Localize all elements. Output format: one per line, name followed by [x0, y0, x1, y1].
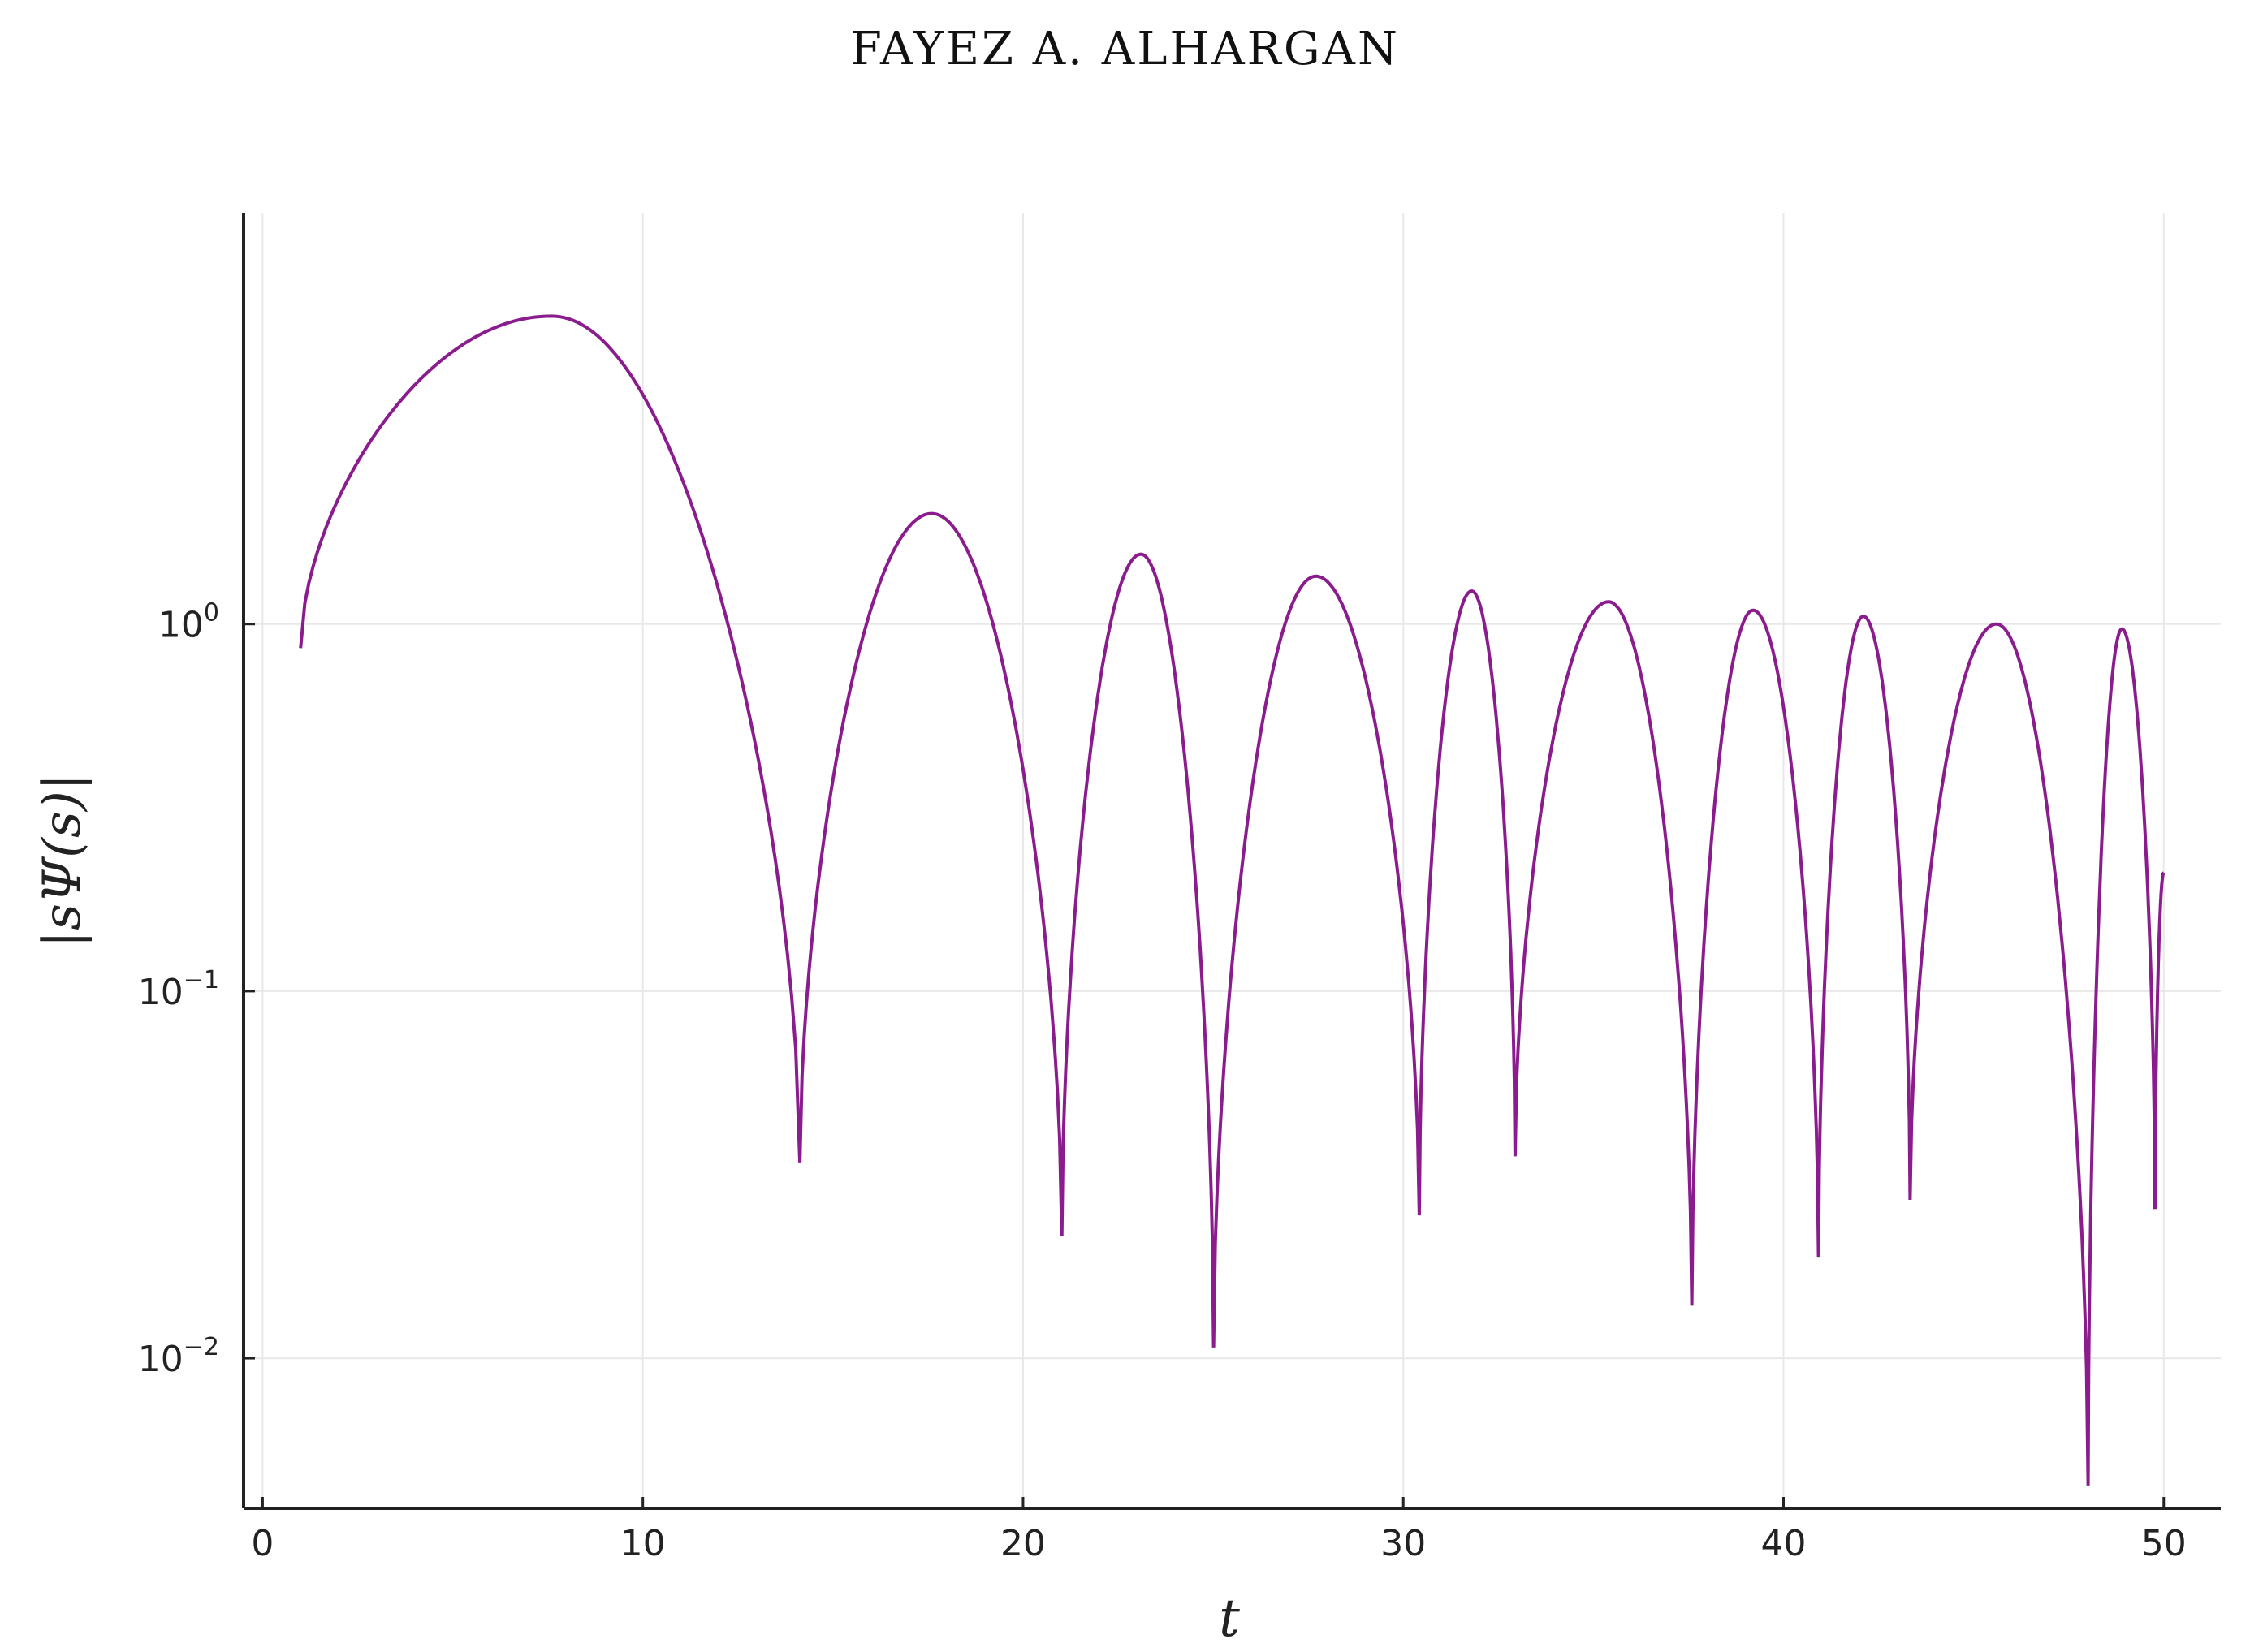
x-axis-title: t [1219, 1589, 1240, 1649]
y-tick-label: 10−1 [138, 966, 219, 1013]
x-tick-label: 0 [251, 1523, 274, 1564]
running-head: FAYEZ A. ALHARGAN [849, 23, 1400, 75]
x-axis-ticks: 0 10 20 30 40 50 [251, 1497, 2187, 1564]
y-axis-title: |sΨ(s)| [32, 774, 93, 948]
y-tick-label: 10−2 [138, 1333, 219, 1380]
x-tick-label: 50 [2141, 1523, 2187, 1564]
x-tick-label: 10 [620, 1523, 666, 1564]
grid-lines [244, 213, 2221, 1508]
y-axis-ticks: 10−2 10−1 100 [138, 599, 255, 1380]
series-line [299, 314, 2166, 1486]
y-tick-label: 100 [158, 599, 219, 646]
x-tick-label: 20 [1000, 1523, 1046, 1564]
x-tick-label: 40 [1760, 1523, 1806, 1564]
x-tick-label: 30 [1380, 1523, 1426, 1564]
